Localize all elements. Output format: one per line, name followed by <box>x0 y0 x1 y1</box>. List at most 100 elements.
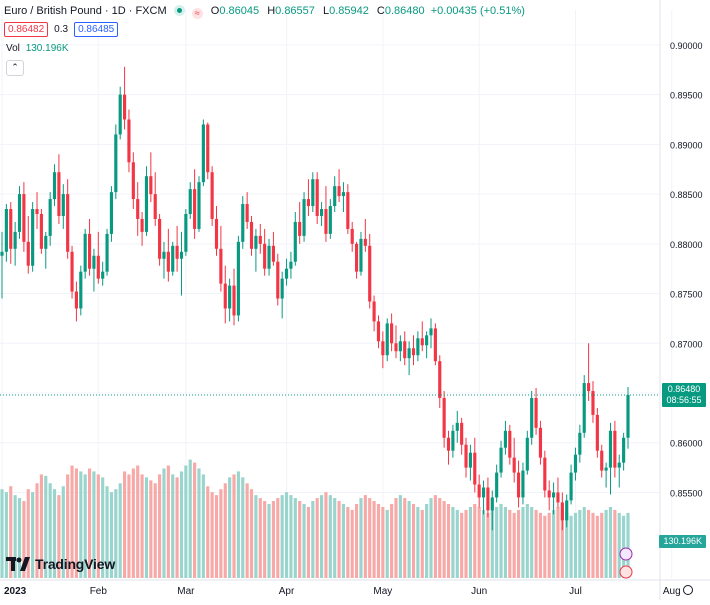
volume-bar <box>547 512 551 578</box>
candle-body <box>578 432 582 455</box>
candle-body <box>153 194 157 219</box>
close-value: 0.86480 <box>384 5 425 17</box>
volume-bar <box>350 509 354 578</box>
y-tick-label: 0.87000 <box>670 339 703 349</box>
symbol-title[interactable]: Euro / British Pound · 1D · FXCM <box>4 5 167 17</box>
candle-body <box>271 245 275 262</box>
candle-body <box>223 283 227 309</box>
volume-bar <box>442 501 446 578</box>
volume-bar <box>35 483 39 578</box>
volume-bar <box>74 468 78 578</box>
sell-button[interactable]: 0.86482 <box>4 22 49 37</box>
candle-body <box>101 271 105 279</box>
volume-bar <box>44 475 48 578</box>
chevron-up-icon: ⌃ <box>11 62 19 72</box>
collapse-legend-button[interactable]: ⌃ <box>6 60 24 76</box>
volume-tag-value: 130.196K <box>663 536 702 546</box>
x-tick-label: May <box>373 586 392 597</box>
compare-icon[interactable]: ≈ <box>191 8 203 19</box>
candle-body <box>22 194 26 242</box>
candle-body <box>0 251 4 256</box>
candle-body <box>39 213 43 249</box>
candle-body <box>44 235 48 249</box>
volume-legend[interactable]: Vol 130.196K <box>6 43 69 54</box>
tradingview-mark-icon <box>6 557 30 571</box>
candle-body <box>398 341 402 352</box>
volume-bar <box>460 512 464 578</box>
tradingview-wordmark: TradingView <box>35 556 116 572</box>
candle-body <box>245 204 249 222</box>
candle-body <box>591 391 595 415</box>
volume-bar <box>381 506 385 578</box>
candle-body <box>350 228 354 244</box>
y-tick-label: 0.89500 <box>670 91 703 101</box>
volume-bar <box>499 504 503 578</box>
buy-button[interactable]: 0.86485 <box>74 22 119 37</box>
candle-body <box>232 285 236 316</box>
volume-bar <box>219 489 223 578</box>
candle-body <box>359 238 363 272</box>
candle-body <box>87 233 92 269</box>
candle-body <box>420 338 424 346</box>
volume-bar <box>280 495 284 578</box>
candle-body <box>9 209 13 249</box>
candle-body <box>490 497 494 511</box>
volume-bar <box>552 509 556 578</box>
volume-bar <box>433 495 437 578</box>
candle-body <box>433 328 437 362</box>
volume-bar <box>438 498 442 578</box>
candle-body <box>57 172 61 216</box>
volume-bar <box>324 492 328 578</box>
volume-bar <box>236 471 240 578</box>
tradingview-logo[interactable]: TradingView <box>6 556 115 572</box>
candle-body <box>140 218 144 232</box>
candle-body <box>254 235 258 249</box>
y-tick-label: 0.85500 <box>670 488 703 498</box>
candle-body <box>604 467 608 471</box>
volume-bar <box>79 471 83 578</box>
candle-body <box>547 490 551 498</box>
candle-body <box>26 241 30 266</box>
symbol-legend[interactable]: Euro / British Pound · 1D · FXCM ≈ O0.86… <box>4 4 525 19</box>
candle-body <box>446 437 451 451</box>
candle-body <box>206 124 210 173</box>
volume-bar <box>543 515 547 578</box>
volume-bar <box>109 492 114 578</box>
market-status-icon[interactable] <box>173 5 185 16</box>
volume-bar <box>315 498 319 578</box>
volume-bar <box>355 504 359 578</box>
volume-bar <box>61 486 65 578</box>
candle-body <box>556 492 560 503</box>
candle-body <box>376 321 381 342</box>
volume-bar <box>333 498 337 578</box>
candle-body <box>144 176 149 232</box>
candle-body <box>481 487 486 498</box>
candle-body <box>74 291 78 309</box>
candle-body <box>477 484 481 498</box>
volume-bar <box>582 506 586 578</box>
volume-bar <box>66 474 70 578</box>
volume-bar <box>411 504 416 578</box>
candle-body <box>280 278 284 299</box>
x-tick-label: Mar <box>177 586 195 597</box>
volume-bar <box>425 504 429 578</box>
x-tick-label: Feb <box>90 586 108 597</box>
volume-bar <box>201 474 205 578</box>
volume-bar <box>267 504 271 578</box>
volume-bar <box>223 483 227 578</box>
candle-body <box>525 437 529 471</box>
volume-bar <box>258 498 262 578</box>
x-tick-label: 2023 <box>4 586 27 597</box>
volume-bar <box>311 501 315 578</box>
candle-body <box>416 338 420 356</box>
volume-bar <box>271 501 275 578</box>
volume-bar <box>376 504 381 578</box>
volume-bar <box>420 509 424 578</box>
candle-body <box>390 323 394 344</box>
candle-body <box>530 397 534 438</box>
candle-body <box>324 209 328 234</box>
candle-body <box>258 235 262 244</box>
trade-row: 0.86482 0.3 0.86485 <box>4 22 119 37</box>
